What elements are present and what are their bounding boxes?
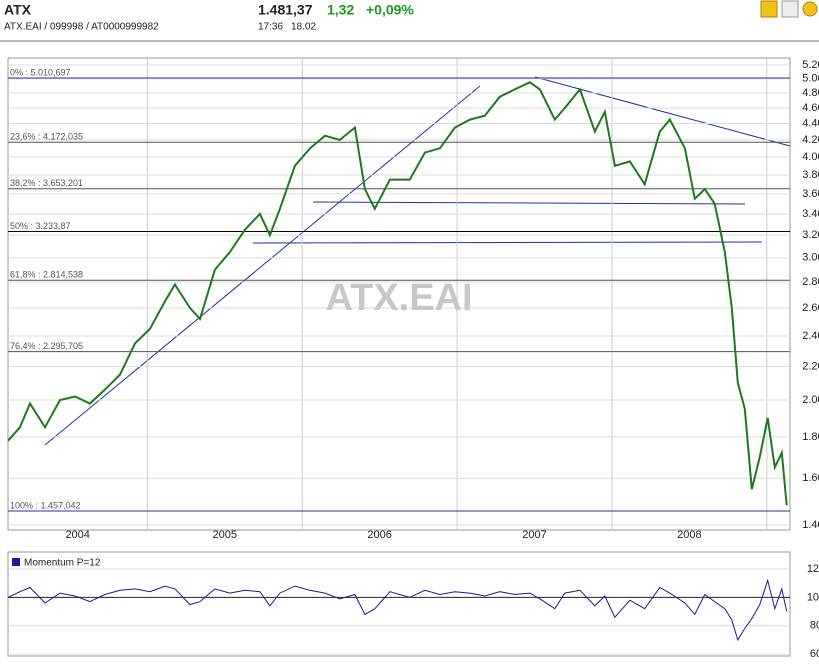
y-tick-label: 3.400 — [802, 208, 819, 220]
y-tick-label: 2.400 — [802, 330, 819, 342]
y-tick-label: 5.200 — [802, 59, 819, 71]
fib-label: 38,2% : 3.653,201 — [10, 178, 83, 188]
y-tick-label: 3.000 — [802, 252, 819, 264]
y-tick-label: 60 — [810, 648, 819, 660]
y-tick-label: 2.000 — [802, 394, 819, 406]
price: 1.481,37 — [258, 2, 313, 18]
series-line — [7, 81, 788, 506]
x-tick-label: 2007 — [522, 529, 546, 541]
symbol: ATX — [4, 2, 32, 18]
change-pct: +0,09% — [366, 2, 414, 18]
news-icon[interactable] — [781, 0, 799, 18]
fib-label: 0% : 5.010,697 — [10, 67, 71, 77]
legend-swatch — [12, 558, 20, 566]
y-tick-label: 80 — [810, 620, 819, 632]
legend-label: Momentum P=12 — [24, 558, 101, 569]
watermark: ATX.EAI — [325, 277, 472, 319]
y-tick-label: 4.000 — [802, 151, 819, 163]
fib-label: 61,8% : 2.814,538 — [10, 270, 83, 280]
y-tick-label: 3.200 — [802, 229, 819, 241]
y-tick-label: 100 — [807, 591, 819, 603]
y-tick-label: 1.800 — [802, 431, 819, 443]
fib-label: 100% : 1.457,042 — [10, 500, 81, 510]
trend-line — [44, 85, 481, 446]
price-frame — [7, 57, 791, 531]
x-tick-label: 2004 — [65, 529, 89, 541]
x-tick-label: 2005 — [213, 529, 237, 541]
y-tick-label: 5.000 — [802, 73, 819, 85]
y-tick-label: 3.600 — [802, 188, 819, 200]
y-tick-label: 2.200 — [802, 360, 819, 372]
currency-icon[interactable] — [802, 1, 818, 17]
series-line — [7, 578, 788, 642]
change: 1,32 — [327, 2, 354, 18]
fib-label: 23,6% : 4.172,035 — [10, 132, 83, 142]
trend-line — [252, 241, 763, 244]
y-tick-label: 3.800 — [802, 169, 819, 181]
ids: ATX.EAI / 099998 / AT0000999982 — [4, 22, 159, 33]
trend-lines — [44, 76, 791, 446]
momentum-frame — [7, 551, 791, 657]
y-tick-label: 2.600 — [802, 302, 819, 314]
x-tick-label: 2006 — [367, 529, 391, 541]
fib-label: 50% : 3.233,87 — [10, 221, 71, 231]
y-tick-label: 4.400 — [802, 117, 819, 129]
y-tick-label: 4.200 — [802, 134, 819, 146]
y-tick-label: 1.400 — [802, 519, 819, 531]
time: 17:36 — [258, 22, 283, 33]
y-tick-label: 4.600 — [802, 102, 819, 114]
chart-icon[interactable] — [760, 0, 778, 18]
y-tick-label: 2.800 — [802, 276, 819, 288]
fib-label: 76,4% : 2.295,705 — [10, 341, 83, 351]
date: 18.02 — [291, 22, 316, 33]
trend-line — [534, 76, 791, 147]
y-tick-label: 4.800 — [802, 87, 819, 99]
x-tick-label: 2008 — [677, 529, 701, 541]
y-tick-label: 120 — [807, 563, 819, 575]
trend-line — [312, 201, 746, 205]
y-tick-label: 1.600 — [802, 472, 819, 484]
